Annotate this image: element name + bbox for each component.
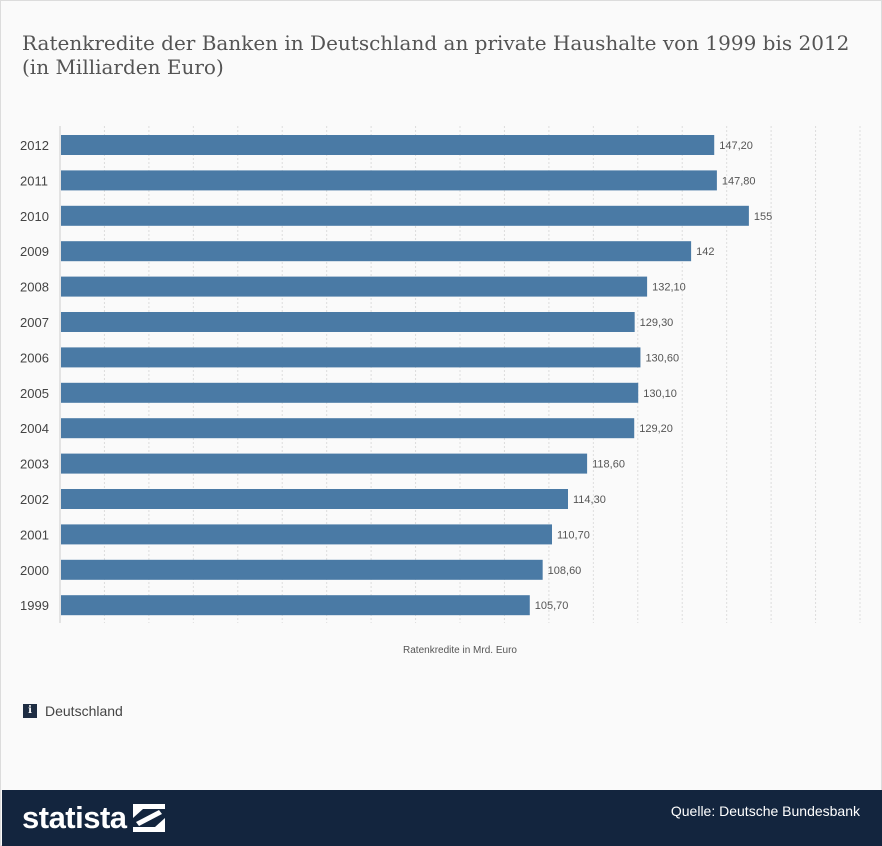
- x-axis-label: Ratenkredite in Mrd. Euro: [403, 645, 517, 656]
- brand-wordmark: statista: [22, 800, 127, 835]
- value-label: 130,60: [645, 352, 679, 364]
- bar: [61, 312, 635, 332]
- category-label: 2007: [20, 315, 49, 330]
- value-label: 130,10: [643, 388, 677, 400]
- value-label: 118,60: [592, 459, 625, 471]
- category-label: 2003: [20, 457, 49, 472]
- category-label: 2001: [20, 527, 49, 542]
- bar: [61, 135, 715, 155]
- category-label: 2011: [20, 173, 48, 188]
- value-label: 110,70: [557, 529, 590, 541]
- bar: [61, 347, 641, 368]
- bars: [61, 135, 749, 616]
- category-label: 2012: [20, 138, 49, 153]
- bar: [61, 489, 568, 509]
- value-label: 147,20: [719, 140, 753, 152]
- value-label: 114,30: [573, 494, 606, 506]
- value-label: 147,80: [722, 175, 756, 187]
- bar: [61, 559, 543, 580]
- bar: [61, 276, 648, 297]
- region-label: Deutschland: [45, 703, 123, 719]
- statista-logo[interactable]: statista: [22, 800, 165, 836]
- bar: [61, 418, 635, 439]
- category-label: 2010: [20, 209, 49, 224]
- category-label: 2006: [20, 350, 49, 365]
- category-label: 2002: [20, 492, 49, 507]
- value-label: 129,30: [640, 317, 674, 329]
- region-note[interactable]: i Deutschland: [23, 703, 123, 719]
- category-labels: 2012 2011 2010 2009 2008 2007 2006 2005 2004 2003…: [20, 138, 49, 613]
- category-label: 2009: [20, 244, 49, 259]
- value-label: 132,10: [652, 282, 686, 294]
- value-label: 155: [754, 211, 772, 223]
- bar: [61, 382, 639, 403]
- category-label: 2008: [20, 280, 49, 295]
- grid-lines: [103, 126, 861, 623]
- bar-chart: 147,20 147,80 155 142 132,10 129,30 130,60 130,…: [20, 126, 861, 656]
- category-label: 2000: [20, 563, 49, 578]
- value-label: 142: [696, 246, 714, 258]
- bar: [61, 595, 530, 616]
- bar: [61, 170, 717, 191]
- category-label: 2005: [20, 386, 49, 401]
- value-labels: 147,20 147,80 155 142 132,10 129,30 130,60 130,…: [535, 140, 772, 612]
- category-label: 2004: [20, 421, 49, 436]
- bar: [61, 205, 749, 226]
- bar: [61, 241, 692, 262]
- bar: [61, 524, 552, 545]
- source-text: Quelle: Deutsche Bundesbank: [670, 803, 860, 819]
- bar: [61, 453, 588, 474]
- footer: statista Quelle: Deutsche Bundesbank: [2, 790, 882, 846]
- info-icon[interactable]: i: [23, 704, 37, 718]
- chart-title: Ratenkredite der Banken in Deutschland a…: [22, 31, 850, 79]
- category-label: 1999: [20, 598, 49, 613]
- statista-mark-icon: [132, 804, 165, 832]
- value-label: 105,70: [535, 600, 569, 612]
- value-label: 129,20: [639, 423, 673, 435]
- value-label: 108,60: [548, 565, 582, 577]
